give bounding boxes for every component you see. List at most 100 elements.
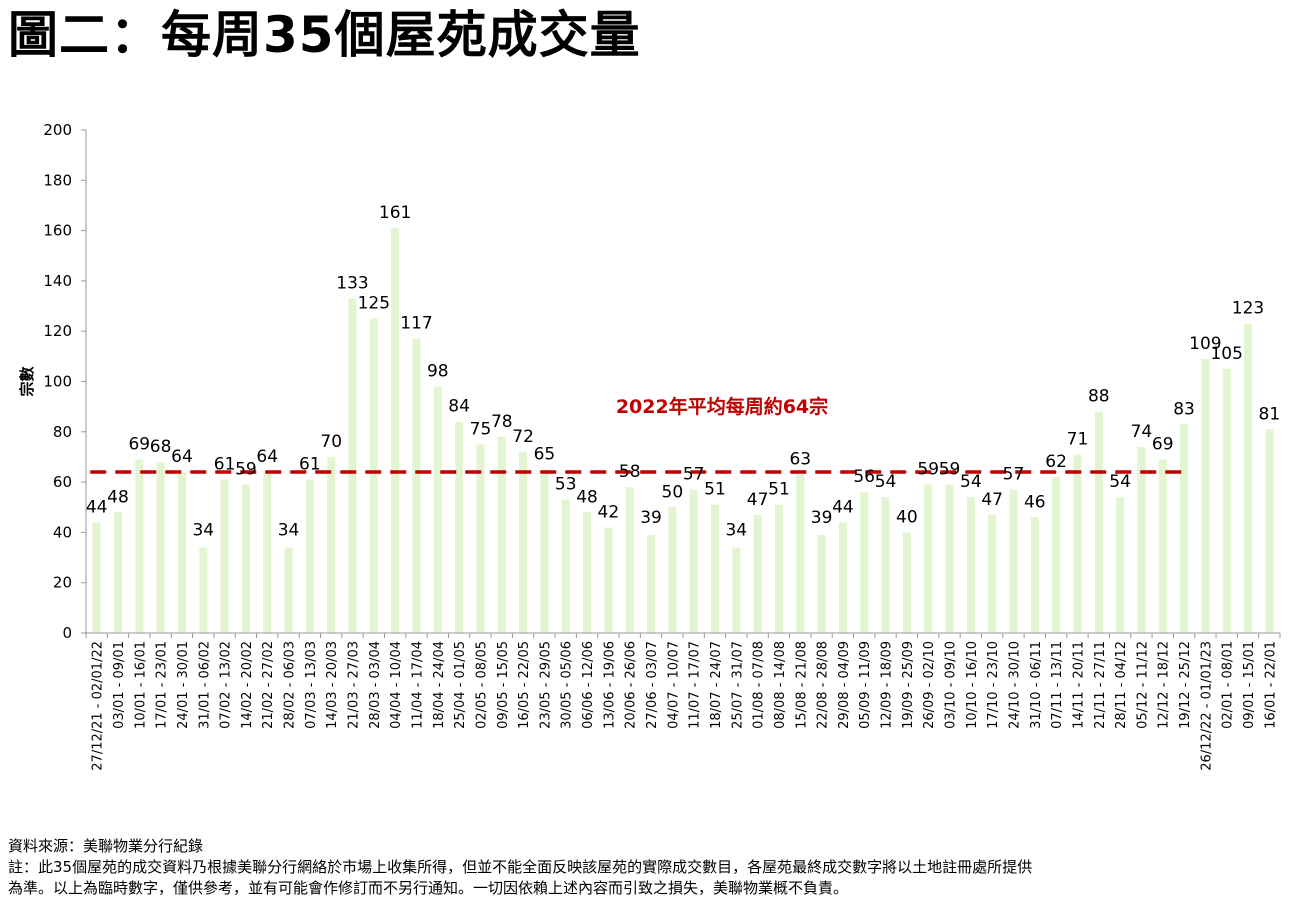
y-axis-title: 宗數 [18, 366, 36, 396]
y-tick-label: 0 [62, 624, 72, 642]
data-label: 48 [576, 487, 598, 507]
bar [1094, 411, 1103, 633]
y-tick-label: 100 [43, 373, 72, 391]
bar [369, 318, 378, 633]
x-tick-label: 11/04 - 17/04 [410, 641, 425, 729]
bar [412, 338, 421, 633]
bar [1222, 368, 1231, 633]
x-tick-label: 08/08 - 14/08 [773, 641, 788, 729]
bar [433, 386, 442, 633]
x-tick-label: 24/01 - 30/01 [176, 641, 191, 729]
data-label: 34 [725, 520, 747, 540]
data-label: 161 [379, 203, 411, 223]
x-tick-label: 07/11 - 13/11 [1050, 641, 1065, 729]
bar [113, 512, 122, 633]
x-tick-label: 14/02 - 20/02 [240, 641, 255, 729]
data-label: 34 [278, 520, 300, 540]
bar [1009, 489, 1018, 633]
disclaimer-line-1: 註：此35個屋苑的成交資料乃根據美聯分行網絡於市場上收集所得，但並不能全面反映該… [8, 858, 1033, 876]
x-tick-label: 10/01 - 16/01 [133, 641, 148, 729]
bar [647, 534, 656, 633]
bar [604, 527, 613, 633]
bar [1265, 429, 1274, 633]
data-label: 125 [358, 294, 390, 314]
bar [753, 514, 762, 633]
source-note: 資料來源：美聯物業分行紀錄 [8, 837, 204, 855]
x-tick-label: 13/06 - 19/06 [602, 641, 617, 729]
x-tick-label: 05/09 - 11/09 [858, 641, 873, 729]
data-label: 68 [150, 437, 172, 457]
bar [497, 436, 506, 633]
data-label: 46 [1024, 492, 1046, 512]
bar [583, 512, 592, 633]
x-tick-label: 28/03 - 03/04 [368, 641, 383, 729]
data-label: 71 [1067, 429, 1089, 449]
bar [902, 532, 911, 633]
data-label: 57 [683, 465, 705, 485]
bar [284, 547, 293, 633]
data-label: 64 [256, 447, 278, 467]
x-tick-label: 28/02 - 06/03 [283, 641, 298, 729]
data-label: 70 [320, 432, 342, 452]
bar [1158, 459, 1167, 633]
data-label: 117 [400, 314, 432, 334]
bar [1030, 517, 1039, 633]
y-tick-label: 80 [53, 423, 72, 441]
data-label: 61 [299, 455, 321, 475]
y-tick-label: 180 [43, 171, 72, 189]
data-label: 56 [853, 467, 875, 487]
x-tick-label: 27/12/21 - 02/01/22 [91, 641, 106, 771]
average-label: 2022年平均每周約64宗 [616, 395, 828, 418]
chart-title: 圖二：每周35個屋苑成交量 [8, 6, 641, 64]
bar [476, 444, 485, 633]
data-label: 63 [789, 450, 811, 470]
x-tick-label: 05/12 - 11/12 [1135, 641, 1150, 729]
data-label: 44 [86, 497, 108, 517]
bar [924, 484, 933, 633]
data-label: 88 [1088, 387, 1110, 407]
bar [774, 504, 783, 633]
data-label: 65 [534, 445, 556, 465]
bar [881, 497, 890, 633]
data-label: 98 [427, 362, 449, 382]
bar [838, 522, 847, 633]
data-label: 50 [662, 482, 684, 502]
bar [945, 484, 954, 633]
data-label: 54 [1109, 472, 1131, 492]
x-tick-label: 01/08 - 07/08 [752, 641, 767, 729]
bar [391, 228, 400, 633]
data-label: 75 [470, 419, 492, 439]
bar [540, 469, 549, 633]
x-tick-label: 09/01 - 15/01 [1242, 641, 1257, 729]
x-tick-label: 02/01 - 08/01 [1221, 641, 1236, 729]
bar [1052, 477, 1061, 633]
bar [1201, 358, 1210, 633]
data-label: 48 [107, 487, 129, 507]
x-tick-label: 03/10 - 09/10 [944, 641, 959, 729]
x-tick-label: 12/12 - 18/12 [1157, 641, 1172, 729]
x-tick-label: 07/02 - 13/02 [219, 641, 234, 729]
data-label: 44 [832, 497, 854, 517]
x-tick-label: 28/11 - 04/12 [1114, 641, 1129, 729]
x-tick-label: 25/04 - 01/05 [453, 641, 468, 729]
x-tick-label: 24/10 - 30/10 [1007, 641, 1022, 729]
data-label: 51 [704, 480, 726, 500]
y-tick-label: 20 [53, 574, 72, 592]
x-tick-label: 17/10 - 23/10 [986, 641, 1001, 729]
data-label: 57 [1003, 465, 1025, 485]
x-tick-label: 12/09 - 18/09 [880, 641, 895, 729]
bar [966, 497, 975, 633]
data-label: 123 [1232, 299, 1264, 319]
x-tick-label: 26/12/22 - 01/01/23 [1199, 641, 1214, 771]
y-tick-label: 120 [43, 322, 72, 340]
x-tick-label: 20/06 - 26/06 [624, 641, 639, 729]
data-label: 105 [1210, 344, 1242, 364]
x-tick-label: 17/01 - 23/01 [155, 641, 170, 729]
x-tick-label: 04/07 - 10/07 [666, 641, 681, 729]
footer-notes: 資料來源：美聯物業分行紀錄 註：此35個屋苑的成交資料乃根據美聯分行網絡於市場上… [8, 836, 1032, 899]
bar [156, 461, 165, 633]
bar [220, 479, 229, 633]
data-label: 39 [811, 508, 833, 528]
y-tick-label: 200 [43, 121, 72, 139]
x-tick-label: 30/05 - 05/06 [560, 641, 575, 729]
